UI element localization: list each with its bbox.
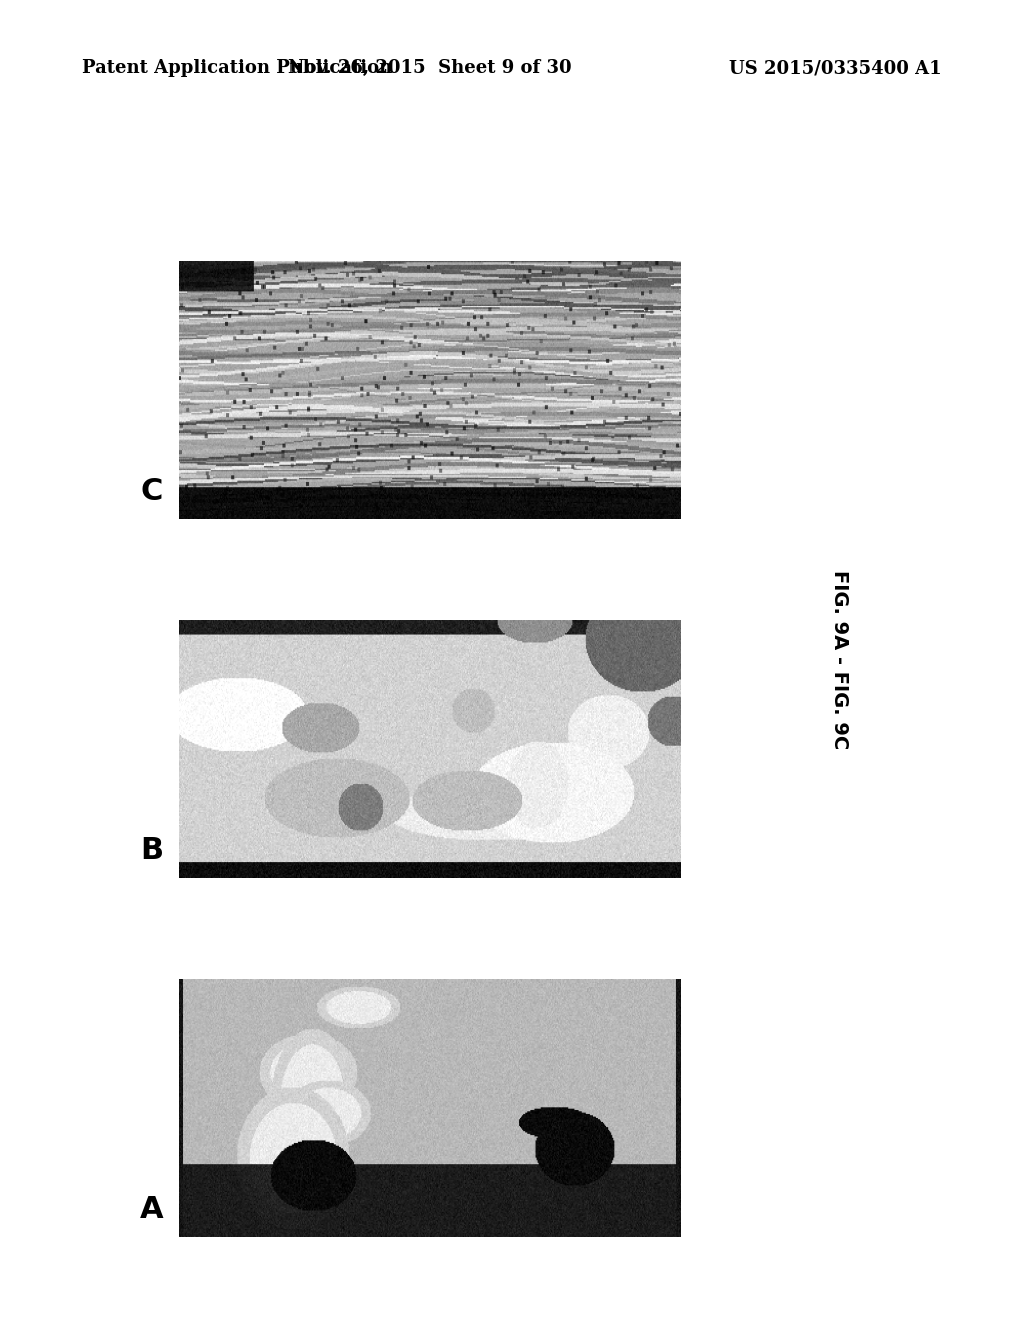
Text: A: A (139, 1195, 164, 1224)
Text: US 2015/0335400 A1: US 2015/0335400 A1 (729, 59, 942, 78)
Text: Nov. 26, 2015  Sheet 9 of 30: Nov. 26, 2015 Sheet 9 of 30 (289, 59, 571, 78)
Text: B: B (140, 836, 163, 865)
Text: C: C (140, 477, 163, 506)
Text: FIG. 9A - FIG. 9C: FIG. 9A - FIG. 9C (830, 570, 849, 750)
Text: Patent Application Publication: Patent Application Publication (82, 59, 392, 78)
